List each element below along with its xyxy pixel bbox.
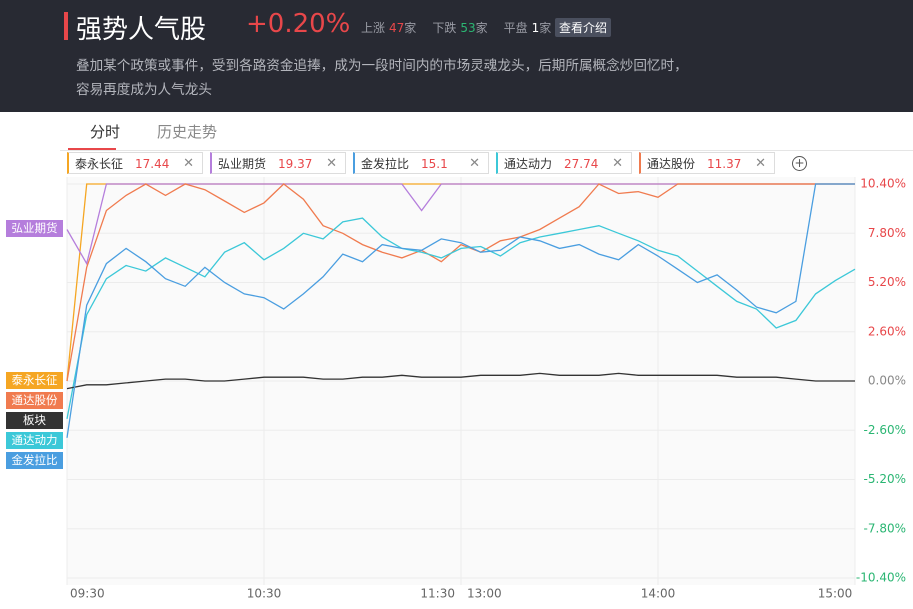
y-tick-label: -5.20% — [864, 472, 906, 486]
series-line — [66, 183, 855, 382]
tab[interactable]: 历史走势 — [157, 123, 218, 141]
x-tick-label: 11:30 — [420, 587, 455, 601]
stat-unit: 家 — [404, 21, 417, 35]
series-tag: 金发拉比 — [6, 452, 63, 469]
series-tag: 通达股份 — [6, 392, 63, 409]
chip-price: 17.44 — [135, 157, 170, 171]
divider — [60, 150, 913, 151]
x-tick-label: 14:00 — [641, 587, 676, 601]
y-tick-label: 2.60% — [868, 324, 906, 338]
legend-chip[interactable]: 金发拉比 15.1 ✕ — [353, 152, 489, 174]
legend-chip[interactable]: 泰永长征 17.44 ✕ — [67, 152, 203, 174]
header: 强势人气股 +0.20% 上涨 47家 下跌 53家 平盘 1家 查看介绍 叠加某个政策或… — [0, 0, 913, 112]
chip-close[interactable]: ✕ — [326, 156, 337, 171]
y-tick-label: -7.80% — [864, 521, 906, 535]
chip-name: 金发拉比 — [361, 157, 410, 171]
series-tag: 弘业期货 — [6, 220, 63, 238]
stat-label: 上涨 — [361, 21, 386, 35]
plot-area — [67, 177, 855, 585]
x-tick-label: 15:00 — [818, 587, 853, 601]
y-tick-label: 5.20% — [868, 275, 906, 289]
y-tick-label: -2.60% — [864, 423, 906, 437]
chip-name: 弘业期货 — [218, 157, 267, 171]
stat-count: 47 — [389, 21, 405, 35]
chip-price: 19.37 — [278, 157, 313, 171]
stats: 上涨 47家 下跌 53家 平盘 1家 — [361, 19, 551, 36]
add-button[interactable]: + — [792, 156, 807, 171]
legend-chip[interactable]: 弘业期货 19.37 ✕ — [210, 152, 346, 174]
stat-unit: 家 — [539, 21, 552, 35]
series-line — [66, 183, 855, 438]
stat-count: 1 — [531, 21, 540, 35]
series-line — [66, 183, 855, 266]
title-bar — [64, 12, 68, 40]
series-tag: 板块 — [6, 412, 63, 429]
chip-name: 泰永长征 — [75, 157, 124, 171]
series-tag: 泰永长征 — [6, 372, 63, 389]
description: 叠加某个政策或事件，受到各路资金追捧，成为一段时间内的市场灵魂龙头，后期所属概念… — [76, 58, 688, 98]
legend-chip[interactable]: 通达动力 27.74 ✕ — [496, 152, 632, 174]
stat-label: 下跌 — [432, 21, 457, 35]
y-tick-label: -10.40% — [856, 571, 906, 585]
chip-price: 15.1 — [421, 157, 448, 171]
x-tick-label: 09:30 — [70, 587, 105, 601]
chip-close[interactable]: ✕ — [755, 156, 766, 171]
tab[interactable]: 分时 — [90, 123, 121, 141]
stat-unit: 家 — [475, 21, 488, 35]
series-line — [66, 183, 855, 382]
change: +0.20% — [246, 9, 351, 39]
chip-close[interactable]: ✕ — [612, 156, 623, 171]
title: 强势人气股 — [76, 15, 207, 45]
y-tick-label: 0.00% — [868, 374, 906, 388]
x-tick-label: 13:00 — [467, 587, 502, 601]
y-tick-label: 7.80% — [868, 226, 906, 240]
chip-name: 通达股份 — [647, 157, 696, 171]
chip-close[interactable]: ✕ — [183, 156, 194, 171]
stat-count: 53 — [460, 21, 476, 35]
series-line — [66, 217, 856, 420]
chip-close[interactable]: ✕ — [469, 156, 480, 171]
chip-name: 通达动力 — [504, 157, 553, 171]
y-tick-label: 10.40% — [860, 177, 906, 191]
series-line — [66, 372, 855, 390]
series-tag: 通达动力 — [6, 432, 63, 449]
intro-button[interactable]: 查看介绍 — [555, 18, 612, 37]
stat-label: 平盘 — [503, 21, 528, 35]
chip-price: 27.74 — [564, 157, 599, 171]
chip-price: 11.37 — [707, 157, 742, 171]
legend-chip[interactable]: 通达股份 11.37 ✕ — [639, 152, 775, 174]
tab-underline — [68, 148, 116, 150]
x-tick-label: 10:30 — [247, 587, 282, 601]
